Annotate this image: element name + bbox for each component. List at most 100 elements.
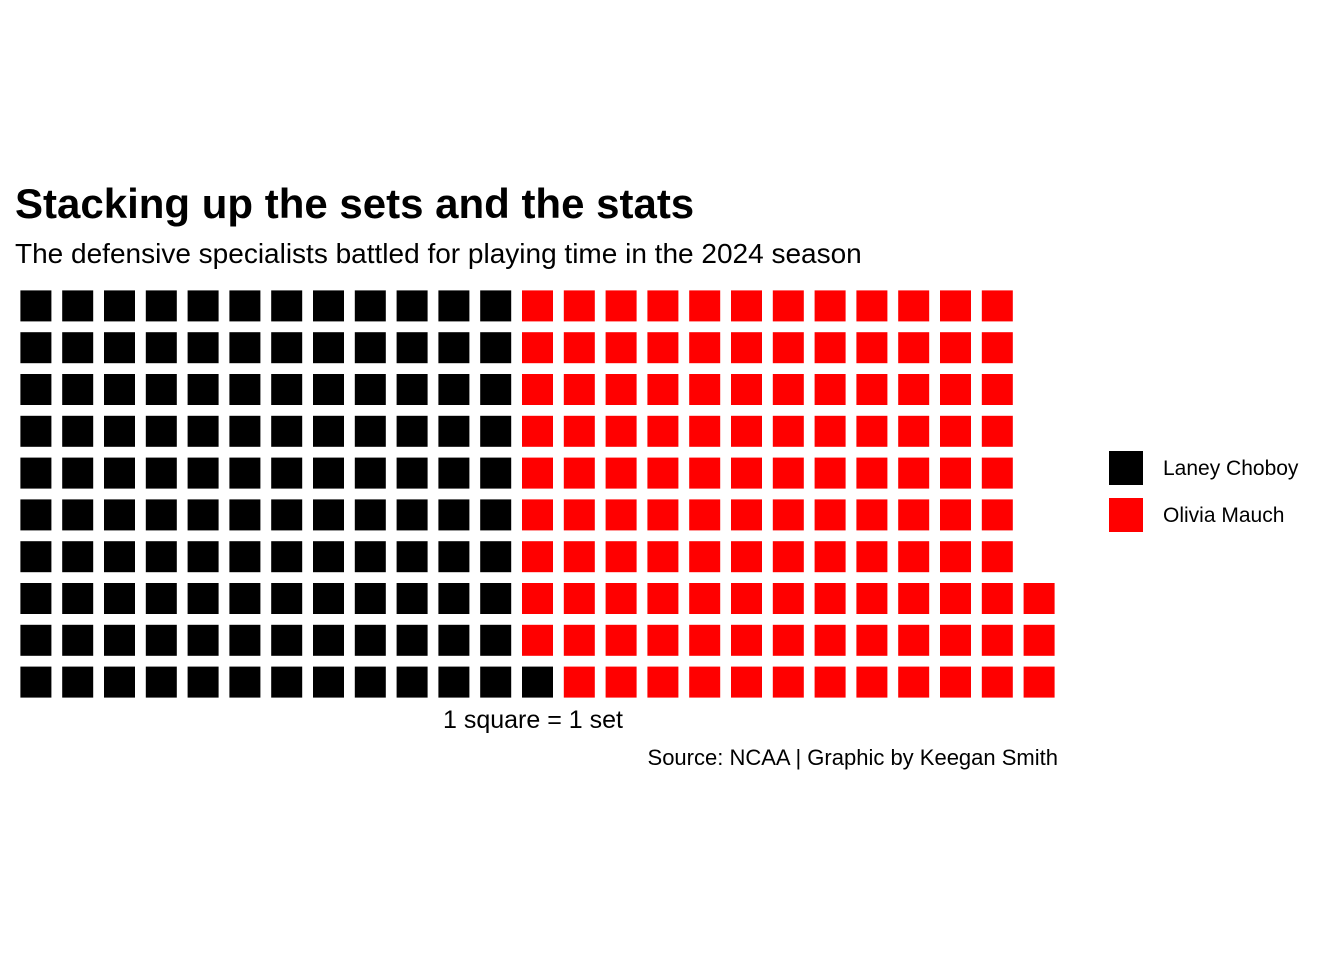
- waffle-square-laney-choboy: [271, 499, 303, 531]
- waffle-square-olivia-mauch: [772, 374, 804, 405]
- legend-label-olivia-mauch: Olivia Mauch: [1163, 504, 1285, 527]
- waffle-square-olivia-mauch: [814, 457, 846, 489]
- waffle-square-olivia-mauch: [981, 332, 1013, 364]
- waffle-square-laney-choboy: [480, 624, 512, 656]
- waffle-square-olivia-mauch: [940, 415, 971, 447]
- waffle-square-laney-choboy: [313, 666, 344, 698]
- waffle-square-laney-choboy: [145, 583, 177, 614]
- waffle-square-olivia-mauch: [940, 290, 971, 322]
- waffle-square-laney-choboy: [145, 541, 177, 573]
- waffle-square-laney-choboy: [313, 374, 344, 405]
- waffle-square-olivia-mauch: [731, 666, 762, 698]
- waffle-square-olivia-mauch: [689, 666, 721, 698]
- waffle-square-laney-choboy: [438, 499, 470, 531]
- waffle-square-olivia-mauch: [814, 415, 846, 447]
- waffle-square-laney-choboy: [145, 499, 177, 531]
- waffle-square-laney-choboy: [313, 499, 344, 531]
- waffle-square-olivia-mauch: [772, 499, 804, 531]
- waffle-square-laney-choboy: [62, 290, 94, 322]
- waffle-square-olivia-mauch: [647, 499, 679, 531]
- waffle-square-olivia-mauch: [522, 374, 553, 405]
- waffle-square-olivia-mauch: [856, 541, 888, 573]
- waffle-square-olivia-mauch: [856, 290, 888, 322]
- waffle-square-laney-choboy: [438, 583, 470, 614]
- waffle-square-laney-choboy: [20, 332, 52, 364]
- waffle-square-olivia-mauch: [563, 374, 595, 405]
- waffle-square-laney-choboy: [396, 415, 428, 447]
- waffle-square-olivia-mauch: [898, 290, 930, 322]
- waffle-square-olivia-mauch: [689, 374, 721, 405]
- waffle-square-laney-choboy: [396, 332, 428, 364]
- waffle-square-olivia-mauch: [856, 457, 888, 489]
- waffle-square-laney-choboy: [354, 666, 386, 698]
- waffle-square-laney-choboy: [438, 332, 470, 364]
- waffle-square-olivia-mauch: [731, 415, 762, 447]
- waffle-square-laney-choboy: [480, 290, 512, 322]
- waffle-square-laney-choboy: [229, 624, 261, 656]
- waffle-square-olivia-mauch: [689, 624, 721, 656]
- waffle-square-laney-choboy: [396, 499, 428, 531]
- waffle-square-laney-choboy: [522, 666, 553, 698]
- waffle-square-olivia-mauch: [605, 666, 637, 698]
- waffle-square-laney-choboy: [20, 666, 52, 698]
- waffle-square-laney-choboy: [396, 457, 428, 489]
- waffle-square-olivia-mauch: [731, 624, 762, 656]
- waffle-square-olivia-mauch: [563, 583, 595, 614]
- waffle-square-olivia-mauch: [940, 666, 971, 698]
- waffle-square-olivia-mauch: [898, 666, 930, 698]
- waffle-square-olivia-mauch: [731, 583, 762, 614]
- waffle-square-olivia-mauch: [689, 332, 721, 364]
- waffle-square-laney-choboy: [20, 457, 52, 489]
- waffle-square-olivia-mauch: [647, 415, 679, 447]
- waffle-square-laney-choboy: [396, 666, 428, 698]
- waffle-square-laney-choboy: [354, 541, 386, 573]
- waffle-square-laney-choboy: [480, 374, 512, 405]
- waffle-square-laney-choboy: [104, 374, 135, 405]
- waffle-square-olivia-mauch: [814, 666, 846, 698]
- waffle-square-olivia-mauch: [814, 499, 846, 531]
- waffle-square-laney-choboy: [145, 624, 177, 656]
- legend-label-laney-choboy: Laney Choboy: [1163, 457, 1299, 480]
- waffle-square-olivia-mauch: [647, 666, 679, 698]
- waffle-square-olivia-mauch: [772, 624, 804, 656]
- waffle-square-laney-choboy: [396, 541, 428, 573]
- waffle-square-laney-choboy: [313, 332, 344, 364]
- waffle-square-olivia-mauch: [605, 457, 637, 489]
- waffle-square-laney-choboy: [313, 583, 344, 614]
- waffle-square-laney-choboy: [187, 415, 219, 447]
- waffle-square-laney-choboy: [480, 457, 512, 489]
- legend-swatch-laney-choboy: [1109, 451, 1143, 485]
- waffle-square-olivia-mauch: [940, 332, 971, 364]
- waffle-square-olivia-mauch: [940, 374, 971, 405]
- waffle-square-olivia-mauch: [563, 415, 595, 447]
- waffle-square-olivia-mauch: [563, 499, 595, 531]
- waffle-square-olivia-mauch: [898, 457, 930, 489]
- waffle-square-laney-choboy: [104, 457, 135, 489]
- waffle-square-olivia-mauch: [898, 541, 930, 573]
- waffle-square-olivia-mauch: [940, 583, 971, 614]
- waffle-square-olivia-mauch: [814, 583, 846, 614]
- waffle-square-laney-choboy: [271, 624, 303, 656]
- waffle-square-laney-choboy: [187, 332, 219, 364]
- waffle-square-laney-choboy: [145, 415, 177, 447]
- waffle-square-olivia-mauch: [605, 624, 637, 656]
- waffle-square-laney-choboy: [20, 583, 52, 614]
- waffle-square-olivia-mauch: [898, 332, 930, 364]
- waffle-square-laney-choboy: [104, 583, 135, 614]
- waffle-square-laney-choboy: [229, 290, 261, 322]
- waffle-square-olivia-mauch: [522, 624, 553, 656]
- waffle-square-laney-choboy: [354, 290, 386, 322]
- waffle-square-olivia-mauch: [772, 666, 804, 698]
- waffle-square-laney-choboy: [480, 541, 512, 573]
- waffle-square-olivia-mauch: [981, 457, 1013, 489]
- waffle-square-olivia-mauch: [898, 499, 930, 531]
- waffle-square-olivia-mauch: [731, 541, 762, 573]
- waffle-square-olivia-mauch: [522, 499, 553, 531]
- waffle-square-laney-choboy: [271, 374, 303, 405]
- waffle-square-olivia-mauch: [689, 457, 721, 489]
- waffle-square-olivia-mauch: [605, 332, 637, 364]
- waffle-square-olivia-mauch: [856, 666, 888, 698]
- waffle-square-olivia-mauch: [522, 332, 553, 364]
- waffle-square-laney-choboy: [229, 541, 261, 573]
- waffle-square-laney-choboy: [229, 332, 261, 364]
